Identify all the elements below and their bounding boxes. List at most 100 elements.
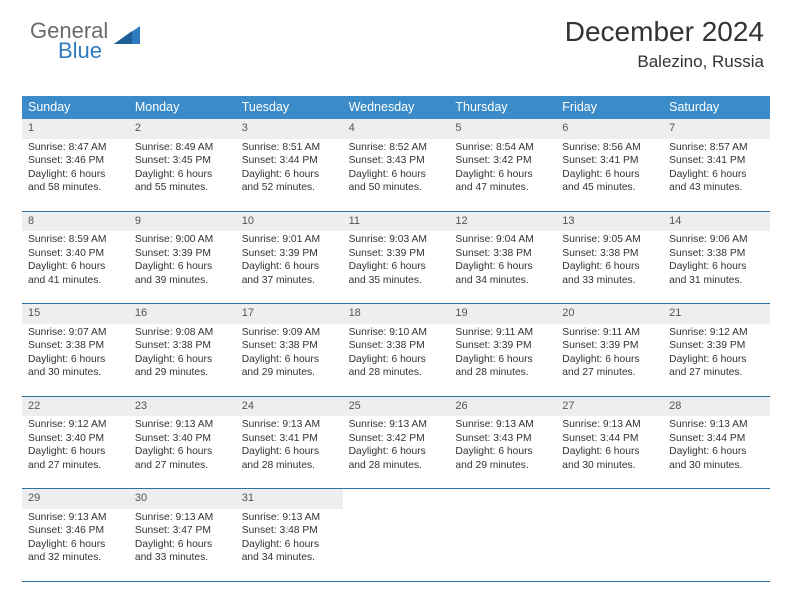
day-number: 2	[129, 119, 236, 139]
daylight-line2: and 30 minutes.	[562, 459, 657, 473]
sunrise-text: Sunrise: 9:13 AM	[455, 418, 550, 432]
logo-text-block: General Blue	[30, 20, 108, 62]
daylight-line1: Daylight: 6 hours	[562, 445, 657, 459]
sunrise-text: Sunrise: 9:13 AM	[242, 418, 337, 432]
weekday-header: Thursday	[449, 96, 556, 119]
daylight-line1: Daylight: 6 hours	[28, 445, 123, 459]
sunset-text: Sunset: 3:47 PM	[135, 524, 230, 538]
sunset-text: Sunset: 3:39 PM	[242, 247, 337, 261]
daylight-line1: Daylight: 6 hours	[242, 353, 337, 367]
sunset-text: Sunset: 3:39 PM	[349, 247, 444, 261]
day-content: Sunrise: 9:09 AMSunset: 3:38 PMDaylight:…	[236, 324, 343, 396]
day-cell: 5Sunrise: 8:54 AMSunset: 3:42 PMDaylight…	[449, 119, 556, 211]
brand-logo: General Blue	[30, 20, 140, 62]
weekday-header-row: Sunday Monday Tuesday Wednesday Thursday…	[22, 96, 770, 119]
day-cell: 27Sunrise: 9:13 AMSunset: 3:44 PMDayligh…	[556, 397, 663, 489]
sunset-text: Sunset: 3:39 PM	[455, 339, 550, 353]
daylight-line2: and 32 minutes.	[28, 551, 123, 565]
daylight-line2: and 33 minutes.	[562, 274, 657, 288]
daylight-line1: Daylight: 6 hours	[242, 260, 337, 274]
weekday-header: Tuesday	[236, 96, 343, 119]
daylight-line1: Daylight: 6 hours	[242, 445, 337, 459]
day-content: Sunrise: 9:07 AMSunset: 3:38 PMDaylight:…	[22, 324, 129, 396]
daylight-line2: and 39 minutes.	[135, 274, 230, 288]
sunrise-text: Sunrise: 9:06 AM	[669, 233, 764, 247]
sunset-text: Sunset: 3:38 PM	[135, 339, 230, 353]
daylight-line2: and 30 minutes.	[669, 459, 764, 473]
sunrise-text: Sunrise: 9:11 AM	[562, 326, 657, 340]
day-cell: 26Sunrise: 9:13 AMSunset: 3:43 PMDayligh…	[449, 397, 556, 489]
sunrise-text: Sunrise: 9:12 AM	[28, 418, 123, 432]
day-cell: 2Sunrise: 8:49 AMSunset: 3:45 PMDaylight…	[129, 119, 236, 211]
day-cell: 13Sunrise: 9:05 AMSunset: 3:38 PMDayligh…	[556, 212, 663, 304]
day-number: 30	[129, 489, 236, 509]
day-number: 9	[129, 212, 236, 232]
daylight-line2: and 37 minutes.	[242, 274, 337, 288]
daylight-line2: and 34 minutes.	[242, 551, 337, 565]
daylight-line2: and 45 minutes.	[562, 181, 657, 195]
sunset-text: Sunset: 3:40 PM	[135, 432, 230, 446]
sunset-text: Sunset: 3:38 PM	[28, 339, 123, 353]
day-cell: 6Sunrise: 8:56 AMSunset: 3:41 PMDaylight…	[556, 119, 663, 211]
day-content: Sunrise: 9:13 AMSunset: 3:43 PMDaylight:…	[449, 416, 556, 488]
sunset-text: Sunset: 3:39 PM	[135, 247, 230, 261]
daylight-line1: Daylight: 6 hours	[135, 353, 230, 367]
daylight-line2: and 52 minutes.	[242, 181, 337, 195]
day-number: 10	[236, 212, 343, 232]
day-number: 11	[343, 212, 450, 232]
day-cell: 11Sunrise: 9:03 AMSunset: 3:39 PMDayligh…	[343, 212, 450, 304]
daylight-line2: and 58 minutes.	[28, 181, 123, 195]
title-block: December 2024 Balezino, Russia	[565, 16, 764, 72]
day-number: 13	[556, 212, 663, 232]
sunset-text: Sunset: 3:42 PM	[455, 154, 550, 168]
day-number: 24	[236, 397, 343, 417]
day-content: Sunrise: 8:54 AMSunset: 3:42 PMDaylight:…	[449, 139, 556, 211]
sunset-text: Sunset: 3:46 PM	[28, 524, 123, 538]
sunset-text: Sunset: 3:46 PM	[28, 154, 123, 168]
day-content: Sunrise: 9:12 AMSunset: 3:39 PMDaylight:…	[663, 324, 770, 396]
calendar-grid: Sunday Monday Tuesday Wednesday Thursday…	[22, 96, 770, 582]
week-row: 15Sunrise: 9:07 AMSunset: 3:38 PMDayligh…	[22, 304, 770, 397]
day-cell: 7Sunrise: 8:57 AMSunset: 3:41 PMDaylight…	[663, 119, 770, 211]
day-cell: 1Sunrise: 8:47 AMSunset: 3:46 PMDaylight…	[22, 119, 129, 211]
day-content: Sunrise: 9:13 AMSunset: 3:48 PMDaylight:…	[236, 509, 343, 581]
daylight-line1: Daylight: 6 hours	[455, 353, 550, 367]
day-number: 3	[236, 119, 343, 139]
daylight-line1: Daylight: 6 hours	[562, 168, 657, 182]
location-subtitle: Balezino, Russia	[565, 52, 764, 72]
day-number: 18	[343, 304, 450, 324]
daylight-line1: Daylight: 6 hours	[455, 168, 550, 182]
day-cell: 3Sunrise: 8:51 AMSunset: 3:44 PMDaylight…	[236, 119, 343, 211]
day-number: 16	[129, 304, 236, 324]
sunset-text: Sunset: 3:43 PM	[349, 154, 444, 168]
day-content: Sunrise: 8:52 AMSunset: 3:43 PMDaylight:…	[343, 139, 450, 211]
month-title: December 2024	[565, 16, 764, 48]
day-cell: 23Sunrise: 9:13 AMSunset: 3:40 PMDayligh…	[129, 397, 236, 489]
daylight-line1: Daylight: 6 hours	[135, 260, 230, 274]
day-content: Sunrise: 9:13 AMSunset: 3:44 PMDaylight:…	[556, 416, 663, 488]
sunrise-text: Sunrise: 8:56 AM	[562, 141, 657, 155]
daylight-line2: and 29 minutes.	[455, 459, 550, 473]
daylight-line1: Daylight: 6 hours	[135, 168, 230, 182]
day-cell: 28Sunrise: 9:13 AMSunset: 3:44 PMDayligh…	[663, 397, 770, 489]
day-cell: 18Sunrise: 9:10 AMSunset: 3:38 PMDayligh…	[343, 304, 450, 396]
daylight-line1: Daylight: 6 hours	[455, 445, 550, 459]
day-cell: 25Sunrise: 9:13 AMSunset: 3:42 PMDayligh…	[343, 397, 450, 489]
day-number: 23	[129, 397, 236, 417]
day-content: Sunrise: 8:47 AMSunset: 3:46 PMDaylight:…	[22, 139, 129, 211]
sunrise-text: Sunrise: 8:54 AM	[455, 141, 550, 155]
sunrise-text: Sunrise: 9:13 AM	[349, 418, 444, 432]
day-number: 1	[22, 119, 129, 139]
day-cell: 29Sunrise: 9:13 AMSunset: 3:46 PMDayligh…	[22, 489, 129, 581]
day-number: 15	[22, 304, 129, 324]
day-content: Sunrise: 9:13 AMSunset: 3:42 PMDaylight:…	[343, 416, 450, 488]
logo-triangle-icon	[114, 22, 140, 48]
day-cell: 16Sunrise: 9:08 AMSunset: 3:38 PMDayligh…	[129, 304, 236, 396]
daylight-line2: and 35 minutes.	[349, 274, 444, 288]
sunset-text: Sunset: 3:40 PM	[28, 247, 123, 261]
sunrise-text: Sunrise: 8:59 AM	[28, 233, 123, 247]
daylight-line1: Daylight: 6 hours	[242, 168, 337, 182]
day-number: 31	[236, 489, 343, 509]
logo-line2: Blue	[58, 40, 108, 62]
day-number: 14	[663, 212, 770, 232]
